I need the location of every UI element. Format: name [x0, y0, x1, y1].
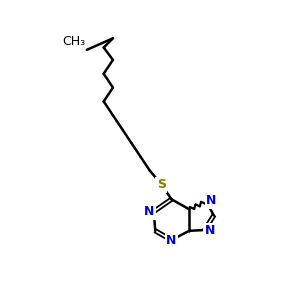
Text: N: N [166, 234, 177, 247]
Text: CH₃: CH₃ [62, 35, 85, 48]
Text: S: S [157, 178, 166, 191]
Text: N: N [205, 224, 215, 237]
Text: N: N [144, 205, 154, 218]
Text: N: N [206, 194, 217, 207]
